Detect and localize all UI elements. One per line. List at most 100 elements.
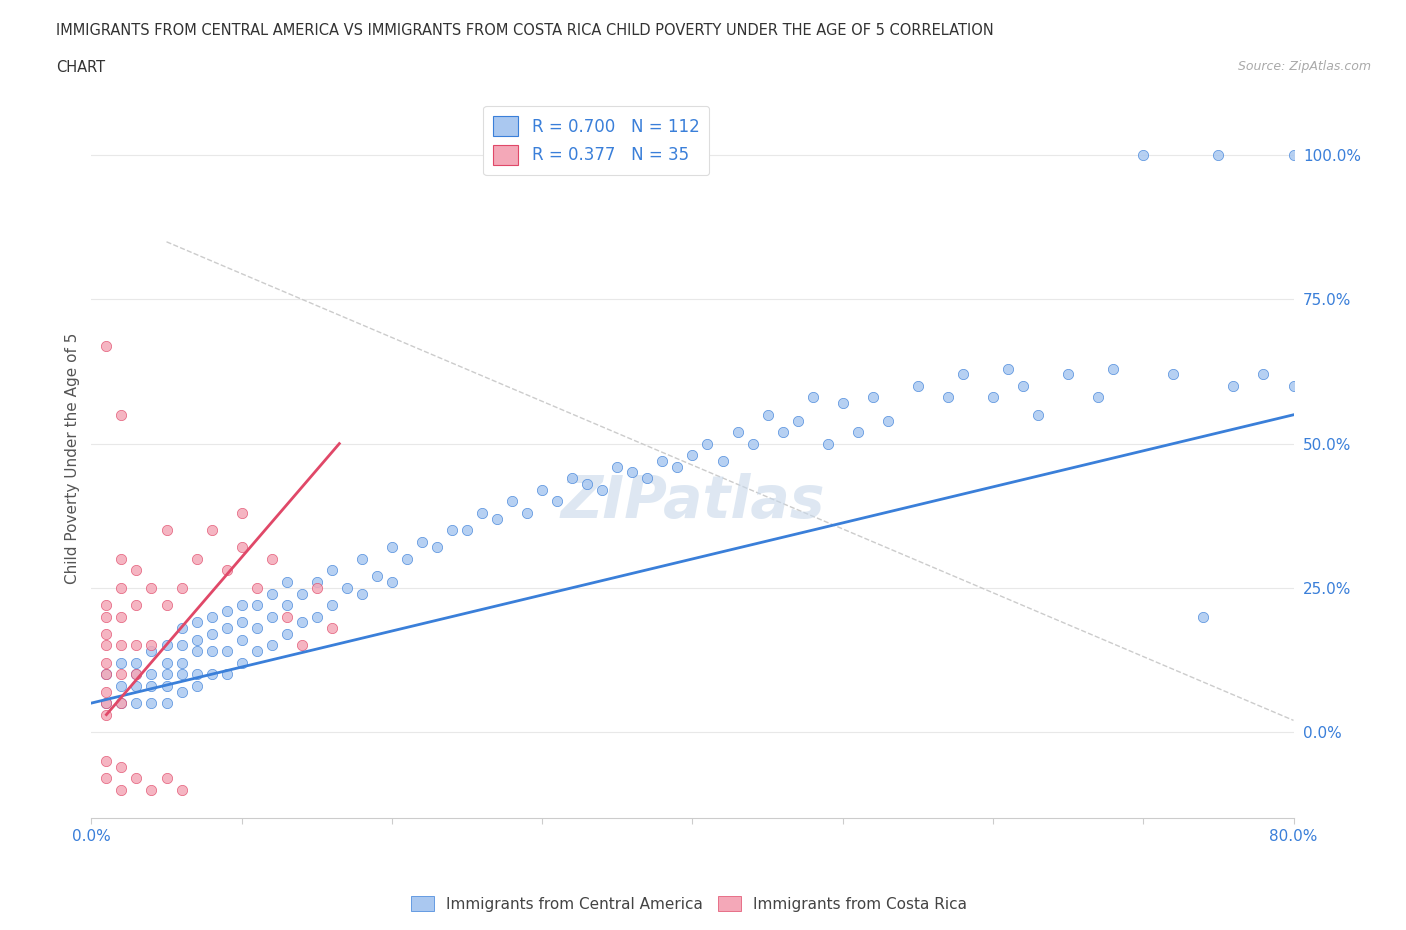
Point	[141, 782, 163, 797]
Point	[1102, 361, 1125, 376]
Point	[305, 580, 328, 595]
Point	[305, 575, 328, 590]
Point	[141, 644, 163, 658]
Point	[125, 563, 148, 578]
Point	[201, 667, 224, 682]
Point	[96, 656, 118, 671]
Point	[96, 696, 118, 711]
Point	[1012, 379, 1035, 393]
Point	[907, 379, 929, 393]
Point	[381, 575, 404, 590]
Point	[1026, 407, 1049, 422]
Point	[696, 436, 718, 451]
Point	[96, 627, 118, 642]
Point	[231, 598, 253, 613]
Point	[215, 620, 238, 635]
Point	[201, 627, 224, 642]
Point	[471, 505, 494, 520]
Point	[186, 615, 208, 630]
Point	[321, 620, 343, 635]
Point	[141, 678, 163, 693]
Point	[546, 494, 568, 509]
Point	[231, 656, 253, 671]
Point	[215, 644, 238, 658]
Point	[125, 696, 148, 711]
Point	[681, 447, 703, 462]
Point	[110, 782, 132, 797]
Point	[756, 407, 779, 422]
Point	[110, 609, 132, 624]
Point	[246, 644, 269, 658]
Point	[741, 436, 763, 451]
Point	[125, 598, 148, 613]
Point	[231, 505, 253, 520]
Point	[561, 471, 583, 485]
Legend: Immigrants from Central America, Immigrants from Costa Rica: Immigrants from Central America, Immigra…	[405, 889, 973, 918]
Point	[96, 696, 118, 711]
Point	[1282, 379, 1305, 393]
Point	[186, 644, 208, 658]
Point	[155, 523, 177, 538]
Point	[186, 632, 208, 647]
Point	[96, 609, 118, 624]
Point	[1253, 367, 1275, 382]
Point	[456, 523, 478, 538]
Point	[231, 632, 253, 647]
Point	[666, 459, 689, 474]
Point	[831, 396, 853, 411]
Point	[772, 425, 794, 440]
Point	[260, 551, 283, 566]
Point	[141, 667, 163, 682]
Point	[817, 436, 839, 451]
Point	[501, 494, 523, 509]
Point	[260, 638, 283, 653]
Point	[366, 569, 388, 584]
Point	[110, 656, 132, 671]
Point	[381, 540, 404, 555]
Point	[305, 609, 328, 624]
Point	[170, 667, 193, 682]
Point	[231, 615, 253, 630]
Text: IMMIGRANTS FROM CENTRAL AMERICA VS IMMIGRANTS FROM COSTA RICA CHILD POVERTY UNDE: IMMIGRANTS FROM CENTRAL AMERICA VS IMMIG…	[56, 23, 994, 38]
Point	[110, 407, 132, 422]
Point	[110, 678, 132, 693]
Point	[621, 465, 644, 480]
Point	[186, 678, 208, 693]
Point	[1208, 148, 1230, 163]
Point	[321, 598, 343, 613]
Text: Source: ZipAtlas.com: Source: ZipAtlas.com	[1237, 60, 1371, 73]
Point	[110, 667, 132, 682]
Point	[997, 361, 1019, 376]
Point	[1282, 148, 1305, 163]
Point	[125, 638, 148, 653]
Point	[141, 696, 163, 711]
Point	[110, 696, 132, 711]
Point	[426, 540, 449, 555]
Point	[170, 620, 193, 635]
Point	[276, 609, 298, 624]
Point	[1132, 148, 1154, 163]
Point	[801, 390, 824, 405]
Point	[1057, 367, 1080, 382]
Y-axis label: Child Poverty Under the Age of 5: Child Poverty Under the Age of 5	[65, 332, 80, 584]
Point	[321, 563, 343, 578]
Point	[96, 339, 118, 353]
Point	[440, 523, 463, 538]
Point	[96, 707, 118, 722]
Point	[110, 759, 132, 774]
Point	[711, 454, 734, 469]
Point	[276, 575, 298, 590]
Text: CHART: CHART	[56, 60, 105, 75]
Point	[291, 638, 314, 653]
Point	[231, 540, 253, 555]
Point	[411, 534, 433, 549]
Point	[201, 523, 224, 538]
Point	[96, 667, 118, 682]
Point	[215, 563, 238, 578]
Point	[936, 390, 959, 405]
Point	[201, 644, 224, 658]
Point	[96, 684, 118, 699]
Point	[125, 656, 148, 671]
Point	[606, 459, 628, 474]
Point	[576, 476, 599, 491]
